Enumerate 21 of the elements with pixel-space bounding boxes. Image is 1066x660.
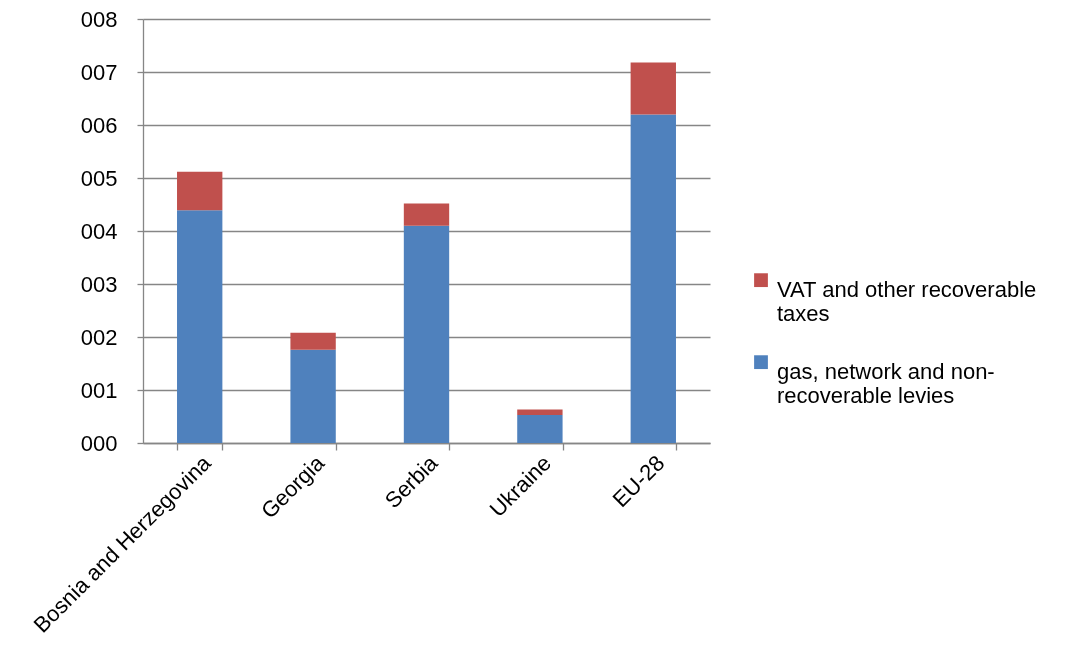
y-tick-label: 007	[80, 59, 118, 85]
bar	[177, 210, 223, 443]
y-tick-label: 004	[80, 218, 118, 244]
bar	[517, 414, 563, 443]
legend-label: gas, network and non-recoverable levies	[777, 359, 995, 409]
y-tick-label: 002	[80, 324, 118, 350]
y-tick-label: 001	[80, 377, 118, 403]
bar	[177, 171, 223, 211]
bar	[403, 203, 450, 226]
y-tick-label: 008	[80, 6, 118, 32]
y-tick-label: 003	[80, 271, 118, 297]
y-tick-label: 006	[80, 112, 118, 138]
bar	[517, 409, 563, 415]
bar	[630, 62, 676, 115]
bar	[403, 225, 450, 443]
bar	[290, 349, 336, 443]
bar	[630, 114, 676, 443]
bar	[290, 332, 336, 350]
legend-label: VAT and other recoverable taxes	[777, 277, 1037, 327]
y-tick-label: 000	[80, 430, 118, 456]
y-tick-label: 005	[80, 165, 118, 191]
